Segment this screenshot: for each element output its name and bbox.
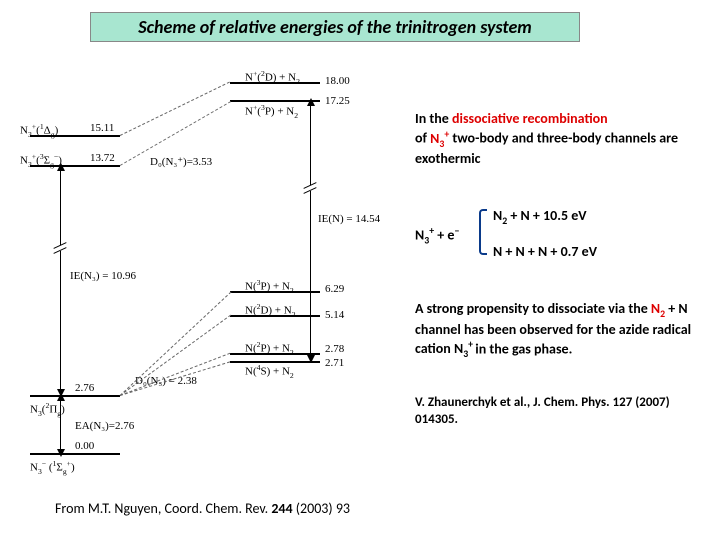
species-2p: N(2P) + N2 — [245, 340, 294, 357]
val-4s: 2.71 — [325, 357, 344, 369]
p1d: N3+ — [430, 130, 449, 147]
val-3p: 6.29 — [325, 283, 344, 295]
equations: N3+ + e− N2 + N + 10.5 eV N + N + N + 0.… — [415, 205, 710, 265]
ann-ea: EA(N₃)=2.76 — [75, 420, 134, 432]
title-bar: Scheme of relative energies of the trini… — [90, 12, 580, 42]
para-1: In the dissociative recombination of N3+… — [415, 110, 710, 169]
eq-left: N3+ + e− — [415, 225, 459, 247]
val-plus3p: 17.25 — [325, 95, 350, 107]
val-plus2d: 18.00 — [325, 75, 350, 87]
p1a: In the — [415, 110, 452, 127]
para-2: A strong propensity to dissociate via th… — [415, 300, 710, 361]
val-n3plus-3sigma: 13.72 — [90, 152, 115, 164]
cite-post: (2003) 93 — [293, 500, 350, 517]
energy-diagram: 0.00 N3− (1Σg+) 2.76 N3(2Πg) 13.72 N3+(3… — [20, 55, 405, 475]
p1b: dissociative recombination — [452, 110, 608, 127]
eq-r2: N + N + N + 0.7 eV — [493, 243, 597, 261]
citation: From M.T. Nguyen, Coord. Chem. Rev. 244 … — [55, 500, 350, 517]
p1c: of — [415, 130, 430, 147]
p1e: two-body and three-body channels are exo… — [415, 130, 678, 168]
species-n3plus-1delta: N3+(1Δg) — [20, 122, 58, 139]
dash-6 — [120, 82, 230, 136]
val-2p: 2.78 — [325, 343, 344, 355]
bracket-icon — [479, 209, 487, 255]
p2c: + N — [665, 300, 688, 317]
val-2d: 5.14 — [325, 309, 344, 321]
ann-d0n3plus: D₀(N₃⁺)=3.53 — [150, 155, 212, 168]
eq-r1: N2 + N + 10.5 eV — [493, 207, 587, 228]
p2e: in the gas phase. — [475, 340, 572, 357]
level-n3minus — [30, 453, 120, 455]
p2b: N2 — [651, 300, 665, 317]
ann-ie-n3: IE(N₃) = 10.96 — [70, 270, 136, 282]
title-text: Scheme of relative energies of the trini… — [138, 16, 532, 38]
val-n3plus-1delta: 15.11 — [90, 122, 114, 134]
arrow-ie-n — [310, 104, 311, 357]
species-2d: N(2D) + N2 — [245, 302, 296, 319]
species-3p: N(3P) + N2 — [245, 278, 294, 295]
species-4s: N(4S) + N2 — [245, 363, 294, 380]
ann-ie-n: IE(N) = 14.54 — [318, 213, 380, 225]
cite-pre: From M.T. Nguyen, Coord. Chem. Rev. — [55, 500, 271, 517]
p2a: A strong propensity to dissociate via th… — [415, 300, 651, 317]
reference-1: V. Zhaunerchyk et al., J. Chem. Phys. 12… — [415, 395, 710, 429]
break-1 — [53, 245, 67, 251]
arrow-ea — [60, 399, 61, 451]
species-plus2d: N+(2D) + N2 — [245, 69, 300, 86]
val-n3: 2.76 — [75, 382, 94, 394]
break-2 — [303, 185, 317, 191]
arrow-ie-n3 — [60, 169, 61, 391]
species-n3plus-3sigma: N3+(3Σg−) — [20, 152, 62, 169]
val-n3minus: 0.00 — [75, 440, 94, 452]
level-n3 — [30, 395, 120, 397]
cite-vol: 244 — [271, 500, 292, 517]
species-n3minus: N3− (1Σg+) — [30, 459, 75, 476]
species-plus3p: N+(3P) + N2 — [245, 103, 298, 120]
